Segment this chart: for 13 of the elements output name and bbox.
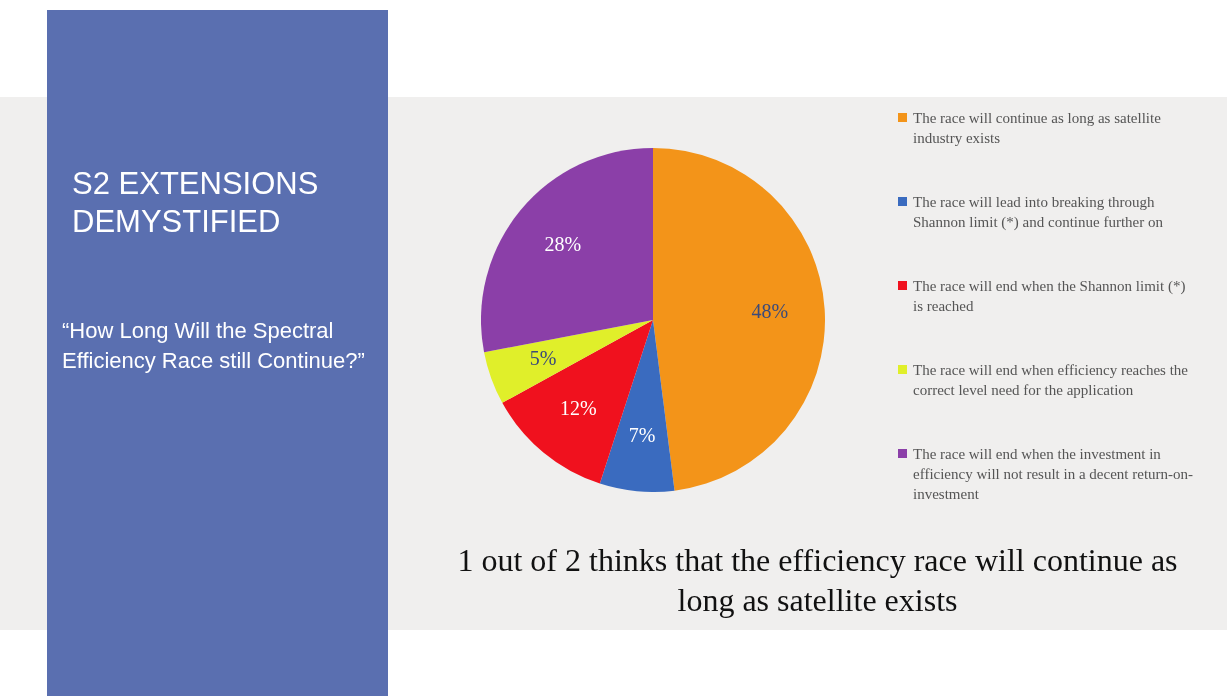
legend-label: The race will end when efficiency reaches the correct level need for the application <box>913 361 1189 400</box>
legend-label: The race will end when the investment in efficiency will not result in a decent return-on-investment <box>913 445 1195 504</box>
legend-label: The race will lead into breaking through Shannon limit (*) and continue further on <box>913 193 1164 232</box>
data-label: 48% <box>751 299 789 322</box>
data-label: 7% <box>628 423 656 446</box>
data-label: 12% <box>560 397 597 420</box>
data-label: 5% <box>529 346 557 369</box>
text: “How Long Will the Spectral Efficiency Race still Continue?” <box>62 317 366 375</box>
text: S2 EXTENSIONS DEMYSTIFIED <box>72 165 320 241</box>
data-label: 28% <box>544 232 582 255</box>
legend-label: The race will continue as long as satellite industry exists <box>913 109 1162 148</box>
text: 1 out of 2 thinks that the efficiency race will continue as long as satellite exists <box>456 541 1179 620</box>
legend-label: The race will end when the Shannon limit (*) is reached <box>913 277 1187 316</box>
